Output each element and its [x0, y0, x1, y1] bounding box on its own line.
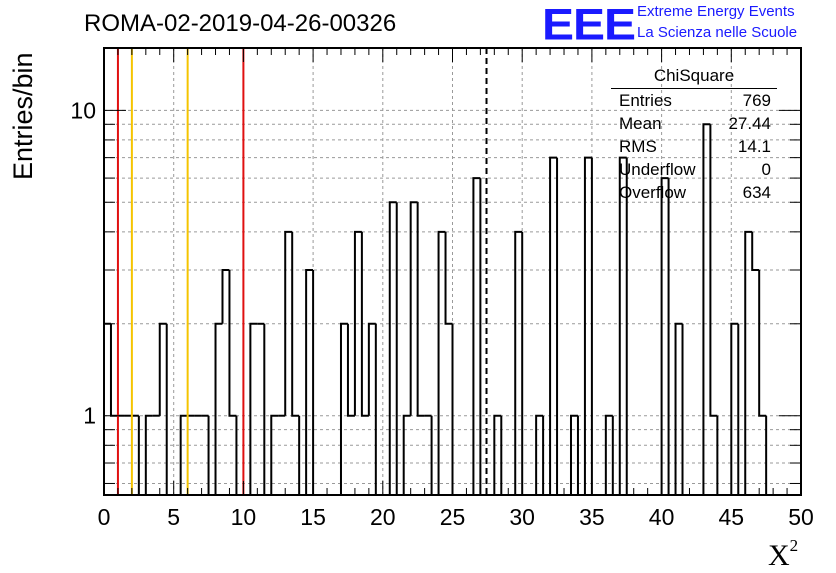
histogram-bin: [367, 322, 376, 416]
histogram-bin: [549, 156, 558, 495]
x-tick-label: 35: [579, 504, 605, 530]
histogram-bin: [751, 231, 760, 272]
histogram-bin: [514, 230, 523, 495]
x-tick-label: 50: [788, 504, 814, 530]
stats-label: Overflow: [619, 183, 687, 202]
histogram-bin: [353, 230, 362, 416]
histogram-bin: [109, 323, 118, 417]
histogram-bin: [604, 414, 613, 495]
stats-value: 0: [761, 160, 771, 179]
histogram-bin: [305, 269, 314, 495]
stats-row-overflow: Overflow 634: [611, 181, 777, 204]
histogram-bin: [618, 156, 627, 495]
histogram-bin: [444, 231, 453, 325]
x-axis-label: X2: [768, 536, 798, 573]
stats-label: Mean: [619, 114, 662, 133]
logo-line-2: La Scienza nelle Scuole: [637, 24, 798, 41]
histogram-bin: [479, 178, 488, 496]
chart-title: ROMA-02-2019-04-26-00326: [84, 10, 397, 37]
x-tick-label: 15: [300, 504, 326, 530]
stats-value: 14.1: [737, 137, 771, 156]
stats-label: RMS: [619, 137, 657, 156]
histogram-bin: [667, 178, 676, 496]
x-tick-label: 30: [509, 504, 535, 530]
histogram-bin: [144, 414, 153, 495]
histogram-bin: [103, 322, 111, 495]
stats-row-entries: Entries 769: [611, 89, 777, 112]
stats-box: ChiSquare Entries 769 Mean 27.44 RMS 14.1 U…: [611, 66, 777, 204]
stats-row-mean: Mean 27.44: [611, 112, 777, 135]
histogram-bin: [158, 322, 167, 416]
stats-label: Entries: [619, 91, 672, 110]
histogram-bin: [312, 270, 321, 496]
x-tick-label: 20: [370, 504, 396, 530]
histogram-bin: [416, 202, 425, 417]
histogram-bin: [339, 322, 348, 495]
histogram-bin: [681, 323, 690, 496]
histogram-bin: [590, 157, 599, 496]
histogram-bin: [660, 177, 669, 495]
histogram-bin: [395, 202, 404, 496]
stats-value: 769: [742, 91, 771, 110]
histogram-bin: [758, 270, 767, 417]
histogram-bin: [702, 123, 711, 495]
y-tick-label: 10: [70, 97, 96, 123]
histogram-bin: [263, 323, 272, 496]
stats-label: Underflow: [619, 160, 696, 179]
histogram-bin: [165, 323, 174, 496]
logo-line-1: Extreme Energy Events: [637, 3, 795, 20]
histogram-bin: [493, 414, 502, 495]
histogram-bin: [214, 322, 223, 495]
x-tick-label: 40: [649, 504, 675, 530]
x-tick-label: 5: [167, 504, 180, 530]
histogram-bin: [228, 270, 237, 417]
y-tick-label: 1: [83, 403, 96, 429]
histogram-bin: [472, 177, 481, 495]
x-axis-label-base: X: [768, 539, 790, 572]
histogram-bin: [270, 414, 279, 495]
histogram-bin: [744, 230, 753, 495]
histogram-bin: [451, 323, 460, 496]
histogram-bin: [402, 414, 411, 495]
histogram-bin: [709, 124, 718, 417]
stats-row-rms: RMS 14.1: [611, 135, 777, 158]
histogram-bin: [249, 322, 258, 495]
histogram-bin: [730, 322, 739, 495]
histogram-bin: [388, 201, 397, 495]
histogram-bin: [583, 156, 592, 495]
stats-title: ChiSquare: [611, 66, 777, 89]
x-tick-label: 10: [231, 504, 257, 530]
histogram-bin: [374, 323, 383, 496]
histogram-bin: [625, 157, 634, 496]
histogram-bin: [291, 231, 300, 417]
histogram-bin: [221, 269, 230, 324]
histogram-bin: [360, 231, 369, 417]
histogram-bin: [521, 231, 530, 496]
histogram-bin: [409, 201, 418, 416]
histogram-bin: [535, 414, 544, 495]
x-tick-label: 25: [440, 504, 466, 530]
histogram-bin: [737, 323, 746, 496]
y-axis-label: Entries/bin: [8, 52, 38, 180]
stats-value: 27.44: [728, 114, 771, 133]
x-axis-label-superscript: 2: [789, 536, 799, 555]
histogram-bin: [346, 323, 355, 417]
stats-row-underflow: Underflow 0: [611, 158, 777, 181]
histogram-bin: [284, 230, 293, 416]
histogram-bin: [674, 322, 683, 495]
histogram-bin: [556, 157, 565, 496]
x-tick-label: 0: [98, 504, 111, 530]
histogram-bin: [437, 230, 446, 495]
eee-logo: EEE: [542, 0, 636, 50]
stats-value: 634: [742, 183, 771, 202]
histogram-bin: [179, 414, 188, 495]
x-tick-label: 45: [719, 504, 745, 530]
histogram-bin: [569, 414, 578, 495]
